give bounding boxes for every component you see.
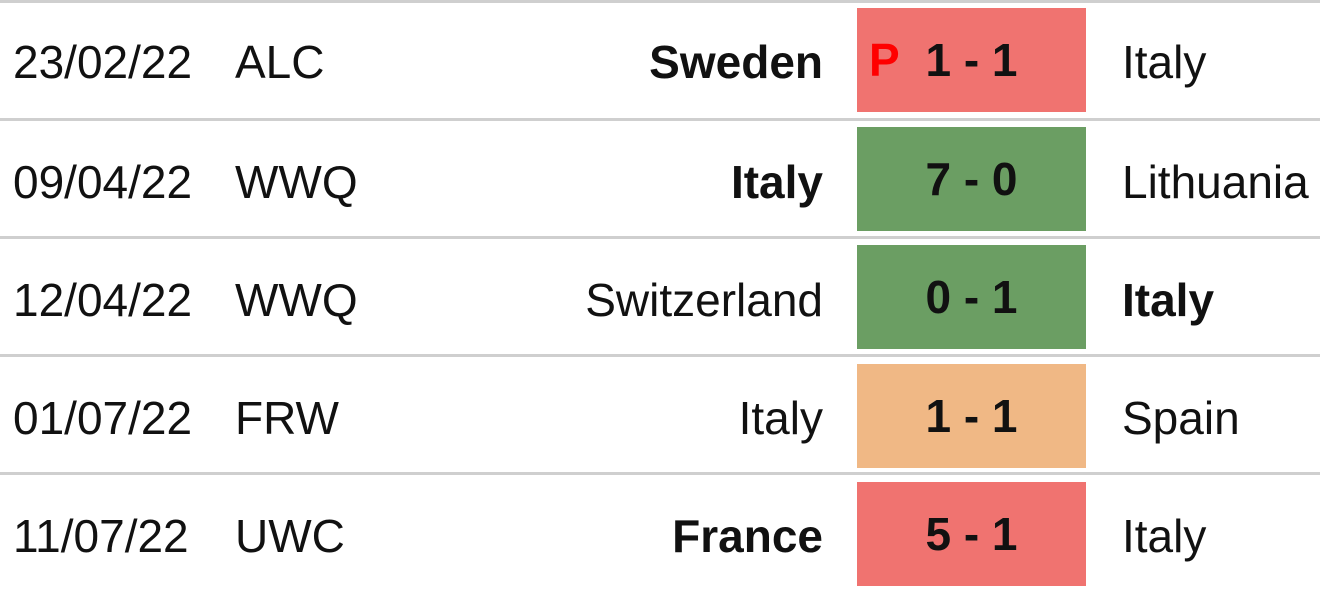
match-date: 11/07/22 [13, 510, 189, 562]
match-competition: ALC [235, 36, 325, 88]
score-box: P 1 - 1 [857, 8, 1086, 112]
score: 1 - 1 [925, 390, 1018, 442]
row-divider [0, 118, 1320, 121]
row-divider [0, 236, 1320, 239]
away-team: Italy [1122, 274, 1215, 326]
score: 7 - 0 [925, 153, 1018, 205]
match-date: 12/04/22 [13, 274, 193, 326]
match-row: 09/04/22 WWQ Italy 7 - 0 Lithuania [0, 118, 1320, 237]
match-competition: WWQ [235, 274, 358, 326]
match-competition: WWQ [235, 156, 358, 208]
match-date: 09/04/22 [13, 156, 193, 208]
score-box: 1 - 1 [857, 364, 1086, 468]
match-row: 01/07/22 FRW Italy 1 - 1 Spain [0, 354, 1320, 473]
home-team: Switzerland [585, 274, 823, 326]
home-team: Italy [738, 392, 823, 444]
match-competition: UWC [235, 510, 345, 562]
score: 5 - 1 [925, 508, 1018, 560]
score-box: 7 - 0 [857, 127, 1086, 231]
match-row: 23/02/22 ALC Sweden P 1 - 1 Italy [0, 0, 1320, 119]
score-box: 5 - 1 [857, 482, 1086, 586]
score: 1 - 1 [925, 34, 1018, 86]
away-team: Lithuania [1122, 156, 1309, 208]
home-team: France [672, 510, 823, 562]
away-team: Italy [1122, 510, 1207, 562]
row-divider [0, 354, 1320, 357]
score-box: 0 - 1 [857, 245, 1086, 349]
penalty-marker: P [869, 34, 900, 86]
away-team: Italy [1122, 36, 1207, 88]
match-competition: FRW [235, 392, 339, 444]
home-team: Italy [730, 156, 823, 208]
score: 0 - 1 [925, 271, 1018, 323]
match-row: 12/04/22 WWQ Switzerland 0 - 1 Italy [0, 236, 1320, 355]
home-team: Sweden [649, 36, 823, 88]
away-team: Spain [1122, 392, 1240, 444]
row-divider [0, 0, 1320, 3]
match-date: 01/07/22 [13, 392, 193, 444]
match-date: 23/02/22 [13, 36, 193, 88]
row-divider [0, 472, 1320, 475]
match-row: 11/07/22 UWC France 5 - 1 Italy [0, 472, 1320, 591]
